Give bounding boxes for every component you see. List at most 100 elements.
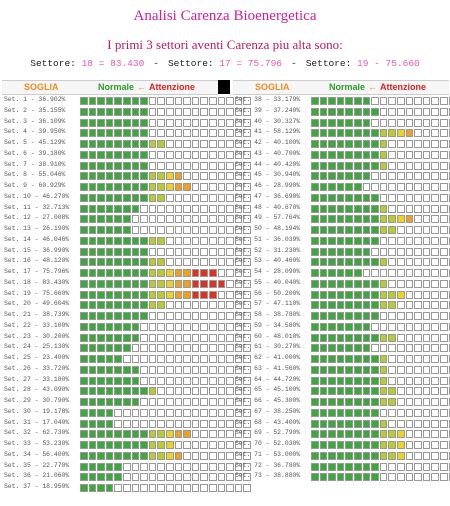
bar-cell [131, 322, 140, 331]
bar-cell [174, 322, 183, 331]
bar-cell [243, 290, 251, 299]
bar-cell [439, 279, 448, 288]
bar-cell [379, 215, 388, 224]
bar-cell [328, 419, 336, 428]
bar-cell [243, 118, 251, 127]
bar-cell [319, 473, 328, 482]
bar-cell [105, 161, 114, 170]
sector-label: Set. 46 - 28.990% [235, 182, 301, 189]
bar-cell [353, 172, 362, 181]
bar-cell [371, 462, 379, 471]
bar-cell [311, 344, 319, 353]
bar-cell [105, 387, 114, 396]
bar-cell [319, 312, 328, 320]
bar-cell [243, 462, 251, 471]
sector-row: Set. 44 - 40.420% [233, 160, 450, 171]
bar-cell [183, 118, 191, 127]
bar-cell [131, 226, 140, 234]
bar-cell [388, 441, 396, 449]
bar-cell [140, 129, 148, 138]
bar-cell [311, 333, 319, 342]
bar-cell [200, 376, 208, 385]
bar-cell [200, 355, 208, 363]
bar-cell [148, 247, 157, 256]
sector-bar [311, 387, 450, 396]
bar-cell [148, 365, 157, 374]
bar-cell [371, 441, 379, 449]
bar-cell [97, 419, 105, 428]
bar-cell [226, 183, 234, 191]
bar-cell [405, 322, 414, 331]
bar-cell [140, 150, 148, 159]
sector-label: Set. 16 - 48.120% [4, 257, 70, 265]
bar-cell [191, 451, 200, 460]
bar-cell [183, 204, 191, 213]
bar-cell [448, 204, 450, 213]
bar-cell [371, 204, 379, 213]
bar-cell [405, 333, 414, 342]
bar-cell [183, 279, 191, 288]
bar-cell [328, 226, 336, 234]
bar-cell [362, 365, 371, 374]
bar-cell [148, 279, 157, 288]
bar-cell [114, 344, 122, 353]
bar-cell [191, 140, 200, 148]
bar-cell [405, 355, 414, 363]
bar-cell [200, 484, 208, 492]
bar-cell [243, 258, 251, 267]
bar-cell [148, 387, 157, 396]
sector-row: Set. 41 - 58.129% [233, 127, 450, 138]
bar-cell [148, 322, 157, 331]
bar-cell [448, 333, 450, 342]
sector-label: Set. 18 - 83.430% [4, 278, 70, 286]
bar-cell [105, 172, 114, 181]
bar-cell [311, 97, 319, 105]
bar-cell [165, 376, 174, 385]
bar-cell [362, 333, 371, 342]
bar-cell [80, 451, 88, 460]
bar-cell [122, 258, 131, 267]
sector-row: Set. 8 - 55.046% [2, 170, 251, 181]
sector-label: Set. 9 - 60.929% [4, 182, 66, 189]
sector-bar [311, 419, 450, 428]
bar-cell [140, 172, 148, 181]
bar-cell [345, 226, 353, 234]
bar-cell [140, 301, 148, 310]
bar-cell [388, 140, 396, 148]
bar-cell [234, 279, 243, 288]
bar-cell [80, 430, 88, 439]
bar-cell [105, 451, 114, 460]
sector-label: Set. 45 - 30.940% [235, 171, 301, 179]
bar-cell [122, 462, 131, 471]
column: SOGLIA Normale ← Attenzione Set. 38 - 33.179… [233, 80, 450, 482]
bar-cell [319, 408, 328, 417]
bar-cell [448, 269, 450, 277]
bar-cell [345, 97, 353, 105]
bar-cell [319, 183, 328, 191]
bar-cell [148, 355, 157, 363]
sector-label: Set. 54 - 28.090% [235, 268, 301, 275]
bar-cell [405, 258, 414, 267]
sector-bar [80, 183, 252, 191]
bar-cell [379, 193, 388, 202]
sector-row: Set. 7 - 38.910% [2, 160, 251, 171]
bar-cell [217, 301, 226, 310]
bar-cell [311, 387, 319, 396]
bar-cell [157, 172, 165, 181]
bar-cell [319, 97, 328, 105]
sector-bar [311, 236, 450, 245]
bar-cell [439, 204, 448, 213]
bar-cell [88, 408, 97, 417]
bar-cell [431, 269, 439, 277]
bar-cell [157, 322, 165, 331]
bar-cell [414, 451, 422, 460]
bar-cell [353, 258, 362, 267]
bar-cell [431, 301, 439, 310]
sector-bar [80, 193, 252, 202]
bar-cell [174, 183, 183, 191]
bar-cell [234, 97, 243, 105]
bar-cell [191, 215, 200, 224]
sector-row: Set. 35 - 22.770% [2, 461, 251, 472]
sector-prefix: Settore: [30, 58, 76, 69]
